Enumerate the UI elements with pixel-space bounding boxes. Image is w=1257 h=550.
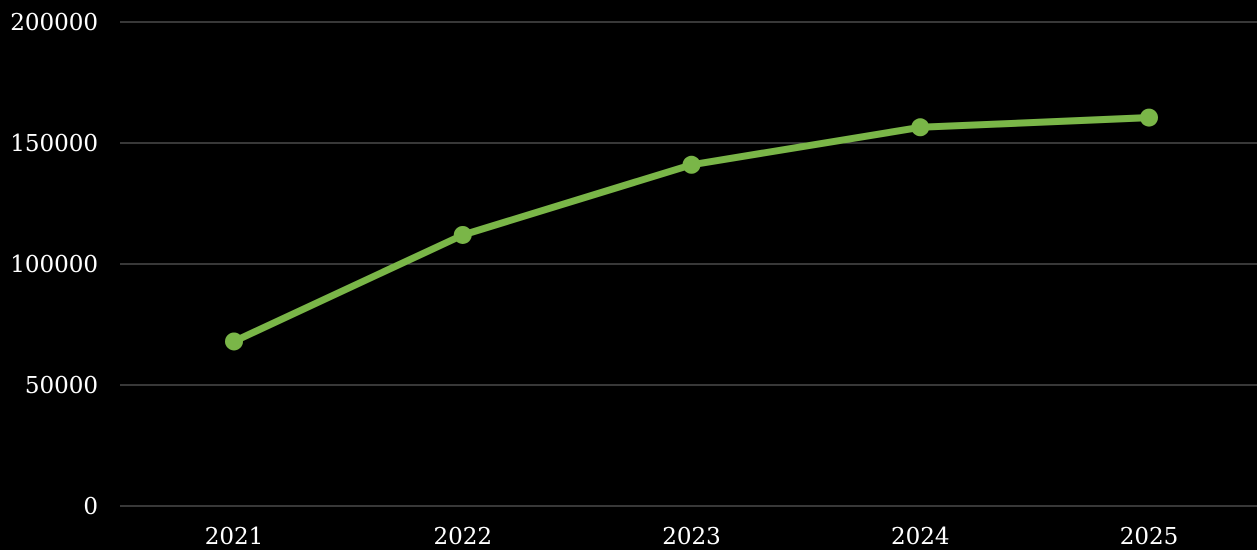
y-tick-label-150000: 150000 bbox=[10, 131, 98, 157]
data-point-2021 bbox=[225, 332, 243, 351]
x-tick-label-2021: 2021 bbox=[205, 524, 264, 550]
data-point-2024 bbox=[911, 118, 930, 137]
x-tick-label-2025: 2025 bbox=[1120, 524, 1179, 550]
x-tick-label-2023: 2023 bbox=[662, 524, 721, 550]
y-axis-tick-labels: 0 50000 100000 150000 200000 bbox=[10, 10, 98, 520]
x-axis-tick-labels: 2021 2022 2023 2024 2025 bbox=[205, 524, 1179, 550]
data-point-2025 bbox=[1140, 108, 1158, 127]
data-point-2022 bbox=[453, 225, 472, 244]
x-tick-label-2024: 2024 bbox=[891, 524, 950, 550]
y-tick-label-50000: 50000 bbox=[25, 373, 98, 399]
series-layer bbox=[225, 108, 1158, 351]
data-point-2023 bbox=[682, 155, 701, 174]
gridlines bbox=[120, 21, 1257, 507]
y-tick-label-0: 0 bbox=[83, 494, 98, 520]
y-tick-label-200000: 200000 bbox=[10, 10, 98, 36]
x-tick-label-2022: 2022 bbox=[433, 524, 492, 550]
y-tick-label-100000: 100000 bbox=[10, 252, 98, 278]
